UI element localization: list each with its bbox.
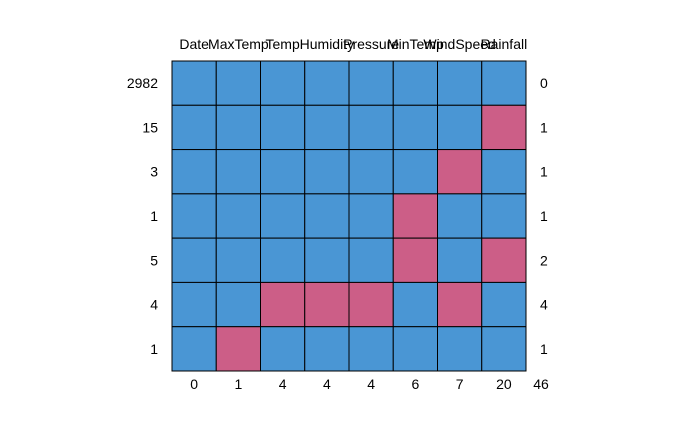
pattern-cell-observed xyxy=(171,60,217,106)
pattern-cell-observed xyxy=(304,149,350,195)
pattern-cell-observed xyxy=(171,281,217,328)
pattern-cell-observed xyxy=(260,149,306,195)
grand-total-label: 46 xyxy=(533,376,549,392)
column-label: Pressure xyxy=(343,36,399,52)
column-missing-total-labels: 0 1 4 4 4 6 7 20 xyxy=(190,376,512,392)
pattern-cell-observed xyxy=(260,104,306,151)
column-missing-total-label: 6 xyxy=(411,376,419,392)
pattern-cell-observed xyxy=(437,326,483,372)
pattern-cell-observed xyxy=(171,104,217,151)
pattern-cell-observed xyxy=(348,149,394,195)
row-missing-total-label: 4 xyxy=(540,297,548,313)
row-count-label: 4 xyxy=(150,297,158,313)
pattern-cell-missing xyxy=(348,281,394,328)
pattern-cell-missing xyxy=(481,237,527,283)
pattern-cell-missing xyxy=(437,149,483,195)
row-count-label: 3 xyxy=(150,164,158,180)
pattern-cell-observed xyxy=(481,193,527,239)
column-missing-total-label: 20 xyxy=(496,376,512,392)
pattern-cell-observed xyxy=(392,149,438,195)
row-count-label: 5 xyxy=(150,252,158,268)
column-missing-total-label: 0 xyxy=(190,376,198,392)
row-missing-total-label: 1 xyxy=(540,164,548,180)
column-label: MinTemp xyxy=(387,36,444,52)
column-label: Date xyxy=(179,36,209,52)
column-missing-total-label: 4 xyxy=(323,376,331,392)
pattern-cell-observed xyxy=(215,104,261,151)
pattern-cell-observed xyxy=(392,60,438,106)
pattern-cell-observed xyxy=(437,60,483,106)
pattern-cell-observed xyxy=(304,326,350,372)
row-missing-total-label: 0 xyxy=(540,75,548,91)
pattern-cell-observed xyxy=(481,149,527,195)
pattern-cell-observed xyxy=(437,237,483,283)
column-label: Temp xyxy=(266,36,300,52)
row-count-label: 15 xyxy=(142,119,158,135)
pattern-cell-observed xyxy=(304,60,350,106)
pattern-cell-observed xyxy=(348,326,394,372)
pattern-cell-observed xyxy=(481,60,527,106)
pattern-cell-missing xyxy=(392,193,438,239)
pattern-cell-observed xyxy=(215,193,261,239)
column-missing-total-label: 7 xyxy=(456,376,464,392)
pattern-cell-observed xyxy=(304,193,350,239)
row-missing-total-label: 2 xyxy=(540,252,548,268)
column-label: Humidity xyxy=(300,36,354,52)
pattern-cell-observed xyxy=(481,281,527,328)
column-label: WindSpeed xyxy=(423,36,495,52)
pattern-cell-observed xyxy=(348,60,394,106)
pattern-cell-observed xyxy=(348,237,394,283)
pattern-cell-observed xyxy=(260,60,306,106)
pattern-cell-missing xyxy=(260,281,306,328)
row-count-label: 2982 xyxy=(127,75,158,91)
pattern-cell-observed xyxy=(304,237,350,283)
row-missing-total-labels: 0 1 1 1 2 4 1 xyxy=(540,75,548,357)
pattern-cell-observed xyxy=(304,104,350,151)
pattern-cell-observed xyxy=(392,104,438,151)
pattern-cell-missing xyxy=(215,326,261,372)
pattern-cell-observed xyxy=(481,326,527,372)
pattern-cell-observed xyxy=(392,281,438,328)
pattern-cell-observed xyxy=(260,193,306,239)
pattern-cell-observed xyxy=(437,193,483,239)
pattern-cell-observed xyxy=(171,237,217,283)
pattern-cell-missing xyxy=(437,281,483,328)
pattern-cell-observed xyxy=(392,326,438,372)
pattern-cells xyxy=(171,60,527,372)
column-label: Rainfall xyxy=(481,36,528,52)
pattern-cell-observed xyxy=(215,281,261,328)
pattern-cell-observed xyxy=(171,149,217,195)
column-missing-total-label: 4 xyxy=(367,376,375,392)
pattern-cell-missing xyxy=(304,281,350,328)
pattern-cell-observed xyxy=(215,237,261,283)
column-missing-total-label: 1 xyxy=(234,376,242,392)
row-missing-total-label: 1 xyxy=(540,119,548,135)
pattern-cell-observed xyxy=(437,104,483,151)
pattern-cell-missing xyxy=(392,237,438,283)
column-label: MaxTemp xyxy=(208,36,269,52)
row-missing-total-label: 1 xyxy=(540,341,548,357)
row-missing-total-label: 1 xyxy=(540,208,548,224)
row-count-label: 1 xyxy=(150,208,158,224)
pattern-cell-observed xyxy=(215,149,261,195)
pattern-cell-observed xyxy=(215,60,261,106)
pattern-cell-missing xyxy=(481,104,527,151)
column-missing-total-label: 4 xyxy=(279,376,287,392)
pattern-cell-observed xyxy=(260,326,306,372)
pattern-cell-observed xyxy=(348,104,394,151)
row-count-label: 1 xyxy=(150,341,158,357)
pattern-cell-observed xyxy=(171,193,217,239)
pattern-cell-observed xyxy=(171,326,217,372)
pattern-cell-observed xyxy=(260,237,306,283)
pattern-cell-observed xyxy=(348,193,394,239)
